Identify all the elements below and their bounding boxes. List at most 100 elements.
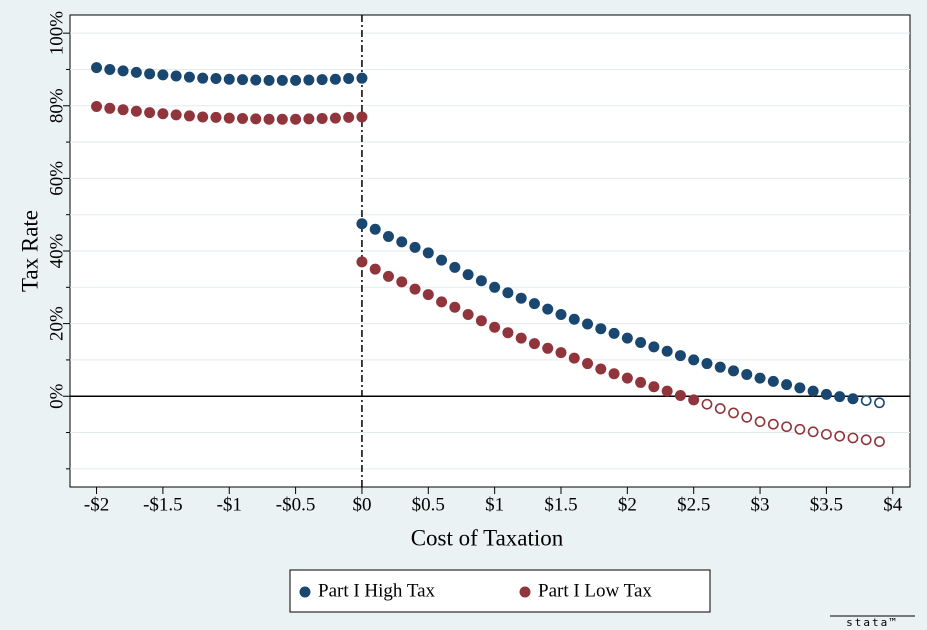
- point-hollow: [874, 397, 885, 409]
- point: [834, 391, 846, 403]
- point-hollow: [860, 395, 872, 406]
- point: [462, 269, 474, 281]
- point: [356, 218, 368, 230]
- point: [210, 111, 222, 123]
- point: [475, 275, 487, 287]
- point: [356, 256, 368, 268]
- point: [674, 350, 686, 362]
- point-hollow: [834, 430, 846, 442]
- y-tick-label: 0%: [46, 383, 67, 409]
- point: [767, 375, 779, 387]
- point: [489, 321, 501, 333]
- point: [237, 112, 249, 124]
- legend-marker: [519, 586, 531, 598]
- point: [781, 379, 793, 391]
- point: [422, 247, 434, 259]
- point: [688, 394, 700, 406]
- point-hollow: [767, 418, 779, 430]
- legend-label: Part I Low Tax: [538, 580, 652, 601]
- point: [369, 263, 381, 275]
- point: [436, 296, 448, 308]
- point-hollow: [874, 436, 885, 448]
- point: [608, 368, 620, 380]
- point: [263, 113, 275, 125]
- point: [343, 73, 355, 85]
- point: [449, 301, 461, 313]
- x-tick-label: $2: [618, 494, 637, 515]
- point: [555, 309, 567, 321]
- x-tick-label: -$0.5: [276, 494, 316, 515]
- y-tick-label: 20%: [46, 306, 67, 341]
- point: [528, 338, 540, 350]
- point: [409, 283, 421, 295]
- point-hollow: [794, 423, 806, 435]
- point: [197, 72, 209, 84]
- point: [117, 104, 129, 116]
- x-tick-label: $1.5: [544, 494, 577, 515]
- point: [223, 73, 235, 85]
- point: [555, 347, 567, 359]
- point: [621, 332, 633, 344]
- point: [396, 236, 408, 248]
- x-tick-label: $0.5: [412, 494, 445, 515]
- point: [290, 113, 302, 125]
- point: [263, 74, 275, 86]
- point: [701, 358, 713, 370]
- point: [382, 270, 394, 282]
- y-axis-title: Tax Rate: [17, 210, 42, 292]
- point: [343, 111, 355, 123]
- point: [144, 68, 156, 80]
- point: [356, 72, 368, 84]
- y-tick-label: 40%: [46, 233, 67, 268]
- point: [648, 341, 660, 353]
- watermark: stata™: [846, 616, 898, 629]
- point: [170, 109, 182, 121]
- point: [728, 365, 740, 377]
- x-tick-label: $2.5: [677, 494, 710, 515]
- point: [807, 385, 819, 397]
- point: [528, 298, 540, 310]
- point-hollow: [807, 426, 819, 438]
- point: [595, 323, 607, 335]
- point: [157, 108, 169, 120]
- y-tick-label: 60%: [46, 161, 67, 196]
- point: [130, 105, 142, 117]
- point: [276, 74, 288, 86]
- point: [436, 254, 448, 266]
- plot-layer: 0% 20% 40% 60% 80% 100% -$2 -$1.5 -$1 -$0.5 $0 $0.5…: [46, 11, 910, 601]
- point: [276, 113, 288, 125]
- point-hollow: [754, 416, 766, 428]
- point: [515, 332, 527, 344]
- point: [183, 71, 195, 83]
- point: [661, 385, 673, 397]
- point: [316, 74, 328, 86]
- point: [356, 111, 368, 123]
- point-hollow: [714, 403, 726, 414]
- point: [502, 287, 514, 299]
- x-axis-title: Cost of Taxation: [411, 525, 564, 550]
- point: [568, 313, 580, 325]
- point-hollow: [847, 432, 859, 444]
- point: [542, 342, 554, 354]
- point: [210, 73, 222, 85]
- point: [568, 352, 580, 364]
- point: [303, 113, 315, 125]
- point-hollow: [741, 411, 753, 423]
- point: [674, 390, 686, 402]
- point: [382, 230, 394, 242]
- point: [635, 336, 647, 348]
- point: [794, 382, 806, 394]
- point: [714, 361, 726, 373]
- legend-marker: [299, 586, 311, 598]
- point: [608, 327, 620, 339]
- point: [741, 368, 753, 380]
- point: [648, 381, 660, 393]
- point: [515, 292, 527, 304]
- point-hollow: [701, 398, 713, 410]
- point-hollow: [820, 428, 832, 440]
- point: [502, 327, 514, 339]
- point: [661, 345, 673, 357]
- point-hollow: [728, 407, 739, 419]
